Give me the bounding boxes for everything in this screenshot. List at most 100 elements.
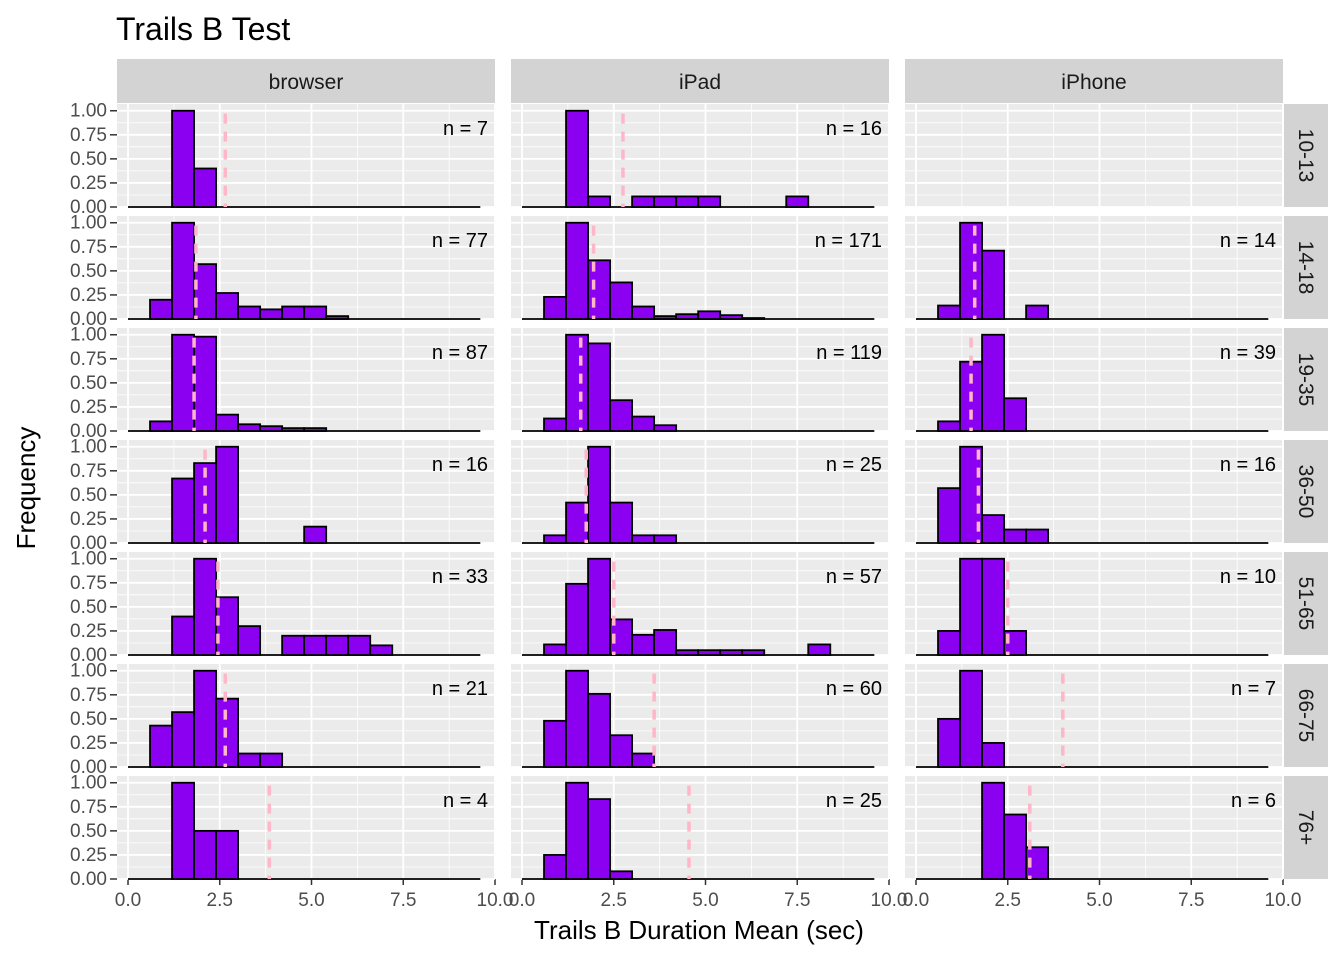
histogram-bar: [193, 335, 217, 432]
histogram-bar: [171, 781, 195, 880]
y-tick-label: 0.75: [70, 573, 107, 594]
y-tick-label: 0.25: [70, 285, 107, 306]
panel-browser-14-18: n = 77: [117, 216, 496, 320]
histogram-bar: [587, 798, 611, 880]
y-tick-label: 0.00: [70, 869, 107, 890]
x-tick-label: 10.0: [477, 890, 514, 911]
histogram-bar: [609, 870, 634, 880]
x-tick-label: 10.0: [1265, 890, 1302, 911]
histogram-bar: [631, 633, 656, 656]
x-tick-label: 5.0: [1086, 890, 1112, 911]
histogram-bar: [959, 557, 983, 656]
histogram-bar: [565, 582, 589, 656]
histogram-bar: [237, 625, 262, 656]
x-tick-label: 2.5: [995, 890, 1021, 911]
histogram-bar: [171, 333, 195, 432]
histogram-bar: [259, 308, 284, 320]
x-tick-label: 7.5: [1178, 890, 1204, 911]
panel-iPhone-51-65: n = 10: [905, 552, 1284, 656]
x-tick-label: 0.0: [509, 890, 535, 911]
histogram-bar: [1025, 846, 1050, 880]
panel-iPhone-66-75: n = 7: [905, 664, 1284, 768]
y-tick-label: 0.00: [70, 533, 107, 554]
column-strip-1: [511, 59, 889, 103]
panel-iPad-10-13: n = 16: [511, 104, 890, 208]
histogram-bar: [1003, 397, 1028, 432]
y-tick-label: 0.75: [70, 349, 107, 370]
x-tick-label: 7.5: [390, 890, 416, 911]
histogram-bar: [303, 525, 328, 544]
histogram-bar: [587, 259, 611, 320]
x-tick-label: 10.0: [871, 890, 908, 911]
row-strip-0: [1284, 104, 1328, 207]
row-strip-6: [1284, 776, 1328, 879]
row-strip-4: [1284, 552, 1328, 655]
histogram-bar: [565, 333, 589, 432]
y-tick-label: 0.50: [70, 149, 107, 170]
histogram-bar: [937, 304, 961, 320]
y-tick-label: 0.25: [70, 173, 107, 194]
histogram-bar: [347, 634, 372, 656]
histogram-bar: [543, 854, 567, 880]
row-strip-label: 36-50: [1294, 465, 1317, 519]
sample-size-label: n = 16: [826, 118, 882, 140]
y-tick-label: 0.50: [70, 485, 107, 506]
histogram-bar: [259, 425, 284, 432]
panel-iPhone-10-13: [905, 104, 1284, 208]
x-tick-label: 2.5: [601, 890, 627, 911]
sample-size-label: n = 16: [432, 454, 488, 476]
histogram-bar: [193, 557, 217, 656]
histogram-bar: [631, 415, 656, 432]
histogram-bar: [587, 445, 611, 544]
sample-size-label: n = 21: [432, 678, 488, 700]
sample-size-label: n = 33: [432, 566, 488, 588]
histogram-bar: [1003, 528, 1028, 544]
sample-size-label: n = 10: [1220, 566, 1276, 588]
y-tick-label: 0.50: [70, 373, 107, 394]
histogram-bar: [741, 649, 766, 656]
y-tick-label: 0.00: [70, 309, 107, 330]
histogram-bar: [171, 109, 195, 208]
panel-iPhone-14-18: n = 14: [905, 216, 1284, 320]
histogram-bar: [171, 477, 195, 544]
histogram-bar: [631, 534, 656, 544]
histogram-bar: [587, 195, 611, 208]
histogram-bar: [609, 734, 634, 768]
histogram-bar: [959, 221, 983, 320]
x-axis-title: Trails B Duration Mean (sec): [534, 915, 864, 945]
histogram-bar: [565, 221, 589, 320]
panel-browser-10-13: n = 7: [117, 104, 496, 208]
panel-iPad-76+: n = 25: [511, 776, 890, 880]
histogram-bar: [631, 305, 656, 320]
column-strip-label: browser: [269, 71, 344, 94]
histogram-bar: [587, 557, 611, 656]
histogram-bar: [215, 829, 240, 880]
histogram-bar: [697, 649, 722, 656]
row-strip-2: [1284, 328, 1328, 431]
y-tick-label: 1.00: [70, 101, 107, 122]
histogram-bar: [653, 315, 678, 320]
x-tick-label: 5.0: [298, 890, 324, 911]
sample-size-label: n = 77: [432, 230, 488, 252]
x-tick-label: 0.0: [115, 890, 141, 911]
histogram-bar: [215, 697, 240, 768]
histogram-bar: [653, 424, 678, 432]
histogram-bar: [171, 221, 195, 320]
row-strip-5: [1284, 664, 1328, 767]
panel-iPad-19-35: n = 119: [511, 328, 890, 432]
y-tick-label: 0.50: [70, 597, 107, 618]
row-strip-label: 51-65: [1294, 577, 1317, 631]
row-strip-label: 76+: [1294, 810, 1317, 846]
y-tick-label: 0.25: [70, 621, 107, 642]
panel-iPhone-19-35: n = 39: [905, 328, 1284, 432]
column-strip-0: [117, 59, 495, 103]
y-tick-label: 1.00: [70, 549, 107, 570]
histogram-bar: [959, 669, 983, 768]
histogram-bar: [959, 445, 983, 544]
histogram-bar: [981, 514, 1005, 544]
histogram-bar: [981, 249, 1005, 320]
row-strip-label: 10-13: [1294, 129, 1317, 183]
histogram-bar: [543, 295, 567, 320]
histogram-bar: [587, 692, 611, 768]
